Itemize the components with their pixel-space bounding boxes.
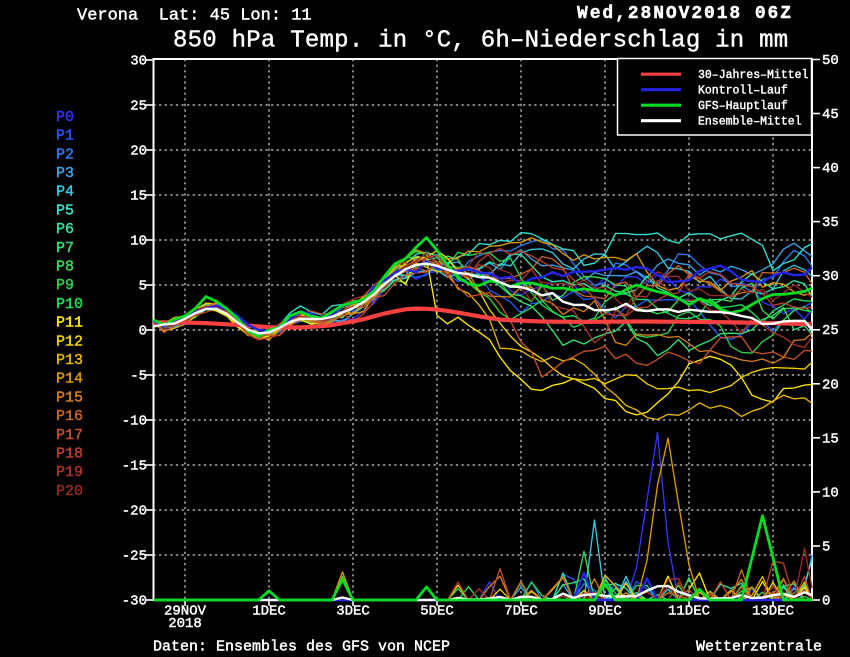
svg-text:30–Jahres–Mittel: 30–Jahres–Mittel	[698, 69, 809, 82]
svg-text:10: 10	[130, 234, 147, 250]
svg-text:15: 15	[822, 431, 839, 447]
svg-text:P11: P11	[56, 315, 83, 332]
svg-text:P2: P2	[56, 146, 74, 163]
svg-text:13DEC: 13DEC	[752, 604, 794, 620]
svg-text:25: 25	[130, 99, 147, 115]
svg-text:-20: -20	[122, 504, 147, 520]
svg-text:11DEC: 11DEC	[668, 604, 710, 620]
svg-text:Ensemble–Mittel: Ensemble–Mittel	[698, 116, 802, 129]
svg-text:Kontroll–Lauf: Kontroll–Lauf	[698, 85, 788, 98]
svg-text:P19: P19	[56, 464, 83, 481]
svg-text:P5: P5	[56, 202, 74, 219]
svg-text:P9: P9	[56, 277, 74, 294]
svg-text:P17: P17	[56, 427, 83, 444]
svg-text:-10: -10	[122, 414, 147, 430]
svg-text:Wetterzentrale: Wetterzentrale	[696, 639, 822, 656]
svg-text:40: 40	[822, 161, 839, 177]
svg-text:Verona Lat: 45 Lon: 11: Verona Lat: 45 Lon: 11	[77, 7, 312, 26]
svg-text:5DEC: 5DEC	[420, 604, 454, 620]
svg-text:P18: P18	[56, 446, 83, 463]
svg-text:20: 20	[130, 144, 147, 160]
svg-text:P6: P6	[56, 221, 74, 238]
svg-text:10: 10	[822, 485, 839, 501]
svg-text:GFS–Hauptlauf: GFS–Hauptlauf	[698, 100, 788, 113]
svg-text:P0: P0	[56, 109, 74, 126]
svg-text:P13: P13	[56, 352, 83, 369]
svg-text:Daten: Ensembles des GFS von N: Daten: Ensembles des GFS von NCEP	[153, 639, 450, 656]
svg-text:15: 15	[130, 189, 147, 205]
svg-text:-30: -30	[122, 594, 147, 610]
svg-text:5: 5	[822, 540, 830, 556]
svg-text:P15: P15	[56, 389, 83, 406]
svg-text:30: 30	[130, 54, 147, 70]
svg-text:2018: 2018	[168, 616, 202, 632]
svg-text:P16: P16	[56, 408, 83, 425]
svg-text:P12: P12	[56, 333, 83, 350]
svg-text:P7: P7	[56, 240, 74, 257]
svg-text:3DEC: 3DEC	[336, 604, 370, 620]
svg-text:7DEC: 7DEC	[504, 604, 538, 620]
svg-text:P14: P14	[56, 371, 83, 388]
svg-text:-25: -25	[122, 549, 147, 565]
svg-text:-15: -15	[122, 459, 147, 475]
svg-text:P1: P1	[56, 128, 74, 145]
svg-text:35: 35	[822, 215, 839, 231]
svg-text:5: 5	[139, 279, 147, 295]
svg-text:P8: P8	[56, 259, 74, 276]
svg-text:9DEC: 9DEC	[588, 604, 622, 620]
svg-text:P10: P10	[56, 296, 83, 313]
svg-text:1DEC: 1DEC	[252, 604, 286, 620]
svg-text:30: 30	[822, 269, 839, 285]
svg-text:850 hPa Temp. in °C, 6h–Nieder: 850 hPa Temp. in °C, 6h–Niederschlag in …	[173, 28, 788, 55]
svg-text:-5: -5	[130, 369, 147, 385]
svg-text:50: 50	[822, 53, 839, 69]
svg-text:25: 25	[822, 323, 839, 339]
svg-text:Wed,28NOV2018 06Z: Wed,28NOV2018 06Z	[577, 4, 793, 24]
svg-text:0: 0	[139, 324, 147, 340]
svg-text:45: 45	[822, 107, 839, 123]
svg-text:20: 20	[822, 377, 839, 393]
svg-text:P4: P4	[56, 184, 74, 201]
svg-text:P20: P20	[56, 483, 83, 500]
svg-text:29NOV: 29NOV	[164, 604, 207, 620]
svg-text:P3: P3	[56, 165, 74, 182]
svg-text:0: 0	[822, 594, 830, 610]
